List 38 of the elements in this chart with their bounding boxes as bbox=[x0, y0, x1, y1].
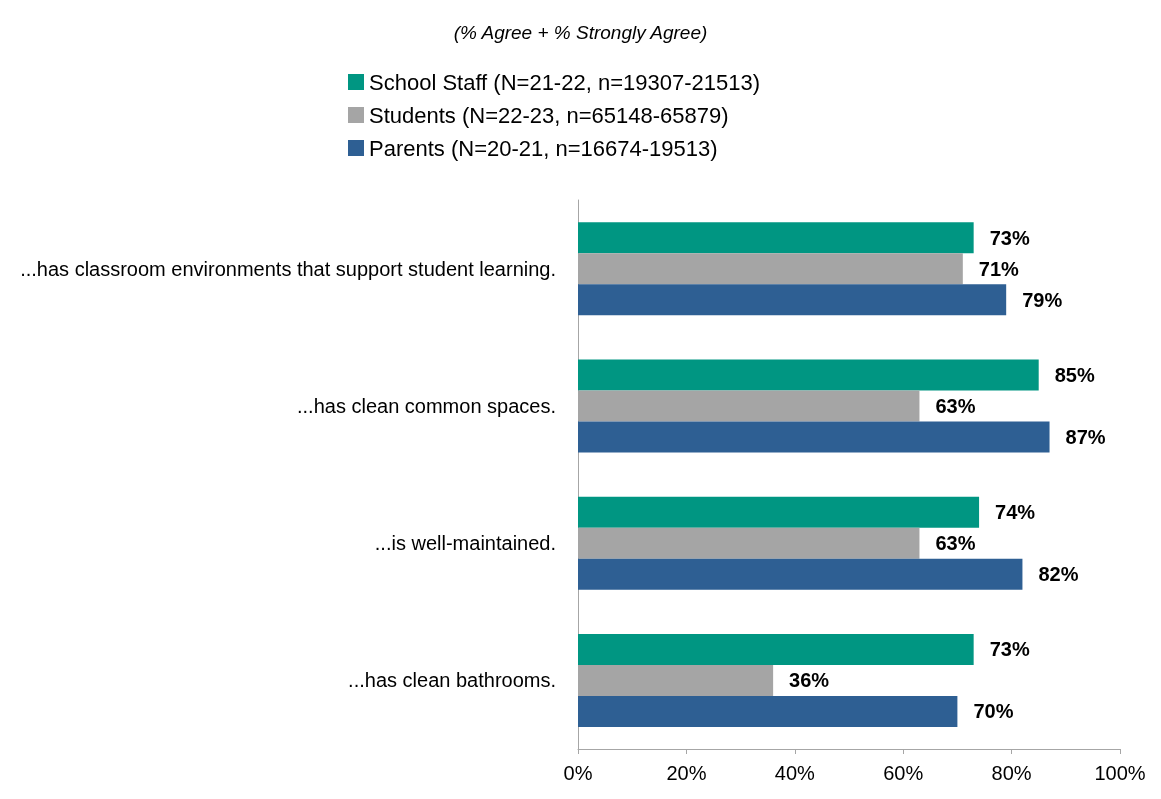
data-label: 73% bbox=[989, 226, 1030, 249]
x-tick-label: 100% bbox=[1094, 762, 1146, 784]
bar bbox=[578, 664, 774, 696]
y-tick-label: ...has clean bathrooms. bbox=[348, 669, 556, 692]
bar bbox=[578, 496, 980, 528]
data-label: 70% bbox=[973, 700, 1014, 723]
data-label: 36% bbox=[789, 669, 830, 692]
x-tick-label: 0% bbox=[563, 762, 593, 784]
data-label: 82% bbox=[1038, 563, 1079, 586]
data-label: 71% bbox=[978, 257, 1020, 280]
data-label: 63% bbox=[935, 532, 976, 555]
bar bbox=[578, 633, 974, 665]
x-tick-label: 80% bbox=[991, 762, 1032, 784]
legend-label: Parents (N=20-21, n=16674-19513) bbox=[369, 135, 718, 161]
data-label: 87% bbox=[1065, 425, 1106, 448]
data-label: 79% bbox=[1022, 288, 1063, 311]
y-tick-label: ...has clean common spaces. bbox=[296, 394, 556, 417]
bar bbox=[578, 222, 974, 254]
bar bbox=[578, 390, 920, 422]
data-label: 85% bbox=[1054, 363, 1095, 386]
chart-title: (% Agree + % Strongly Agree) bbox=[453, 22, 708, 43]
bar bbox=[578, 253, 963, 285]
bar bbox=[578, 558, 1023, 590]
legend-label: School Staff (N=21-22, n=19307-21513) bbox=[369, 69, 760, 95]
data-label: 74% bbox=[995, 501, 1036, 524]
data-label: 73% bbox=[989, 638, 1030, 661]
x-tick-label: 60% bbox=[883, 762, 924, 784]
x-tick-label: 40% bbox=[774, 762, 816, 784]
bar bbox=[578, 284, 1007, 316]
legend-label: Students (N=22-23, n=65148-65879) bbox=[369, 102, 729, 128]
y-tick-label: ...has classroom environments that support student learning. bbox=[20, 257, 556, 280]
data-label: 63% bbox=[935, 394, 976, 417]
x-tick-label: 20% bbox=[666, 762, 707, 784]
bar bbox=[578, 695, 958, 727]
bar bbox=[578, 421, 1050, 453]
bar bbox=[578, 359, 1039, 391]
y-tick-label: ...is well-maintained. bbox=[374, 532, 556, 555]
bar bbox=[578, 527, 920, 559]
